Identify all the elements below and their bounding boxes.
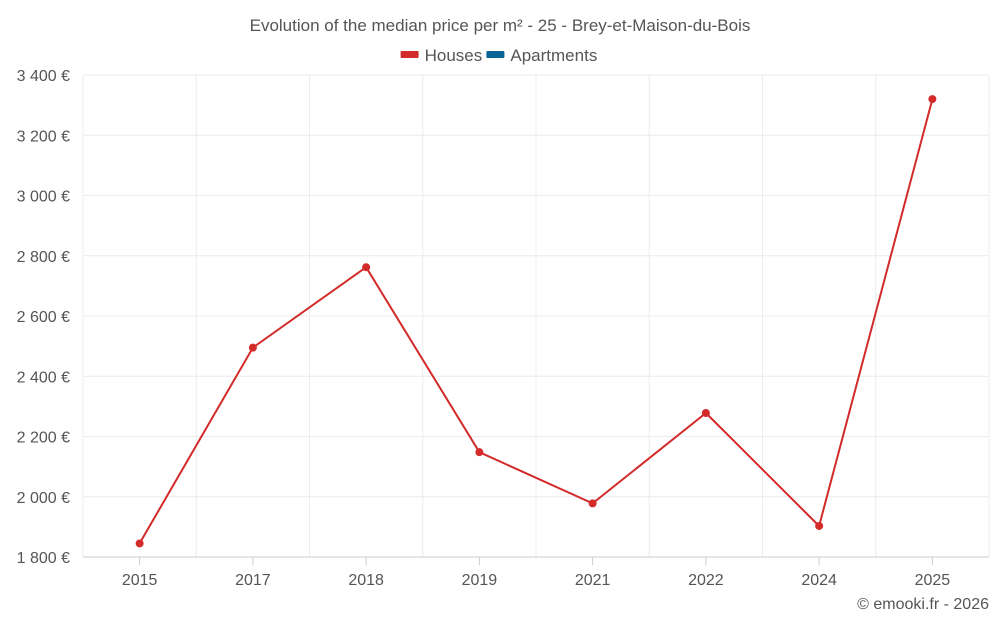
data-point-houses-2021[interactable] bbox=[588, 499, 597, 508]
series bbox=[135, 95, 937, 548]
x-tick-label: 2019 bbox=[462, 572, 498, 589]
grid bbox=[82, 74, 990, 557]
legend-swatch bbox=[486, 51, 505, 58]
series-line-houses bbox=[138, 98, 934, 544]
data-point-houses-2017[interactable] bbox=[248, 343, 257, 352]
data-point-houses-2019[interactable] bbox=[475, 448, 484, 457]
credit-text: © emooki.fr - 2026 bbox=[857, 596, 989, 613]
x-tick-label: 2022 bbox=[688, 572, 724, 589]
x-tick-label: 2024 bbox=[801, 572, 837, 589]
y-tick-label: 2 200 € bbox=[17, 430, 70, 447]
legend: Houses Apartments bbox=[400, 46, 597, 65]
legend-swatch bbox=[400, 51, 419, 58]
x-tick-label: 2025 bbox=[915, 572, 951, 589]
legend-label: Apartments bbox=[510, 46, 597, 65]
legend-item-apartments[interactable]: Apartments bbox=[486, 46, 597, 65]
y-tick-label: 3 000 € bbox=[17, 189, 70, 206]
legend-item-houses[interactable]: Houses bbox=[400, 46, 483, 65]
x-tick-label: 2015 bbox=[122, 572, 158, 589]
x-tick-label: 2021 bbox=[575, 572, 611, 589]
data-point-houses-2024[interactable] bbox=[815, 521, 824, 530]
y-tick-label: 2 800 € bbox=[17, 249, 70, 266]
y-tick-label: 3 400 € bbox=[17, 68, 70, 85]
data-point-houses-2015[interactable] bbox=[135, 539, 144, 548]
y-tick-label: 2 400 € bbox=[17, 369, 70, 386]
y-tick-label: 2 600 € bbox=[17, 309, 70, 326]
x-axis: 2015 2017 2018 2019 2021 2022 2024 2025 bbox=[83, 556, 989, 589]
x-tick-label: 2018 bbox=[348, 572, 384, 589]
chart-title: Evolution of the median price per m² - 2… bbox=[250, 16, 751, 35]
y-tick-label: 1 800 € bbox=[17, 550, 70, 567]
legend-label: Houses bbox=[425, 46, 483, 65]
y-tick-label: 2 000 € bbox=[17, 490, 70, 507]
y-tick-label: 3 200 € bbox=[17, 128, 70, 145]
data-point-houses-2022[interactable] bbox=[701, 409, 710, 418]
y-axis: 1 800 € 2 000 € 2 200 € 2 400 € 2 600 € 2 800… bbox=[17, 68, 70, 567]
x-tick-label: 2017 bbox=[235, 572, 271, 589]
data-point-houses-2018[interactable] bbox=[362, 263, 371, 272]
data-point-houses-2025[interactable] bbox=[928, 95, 937, 104]
